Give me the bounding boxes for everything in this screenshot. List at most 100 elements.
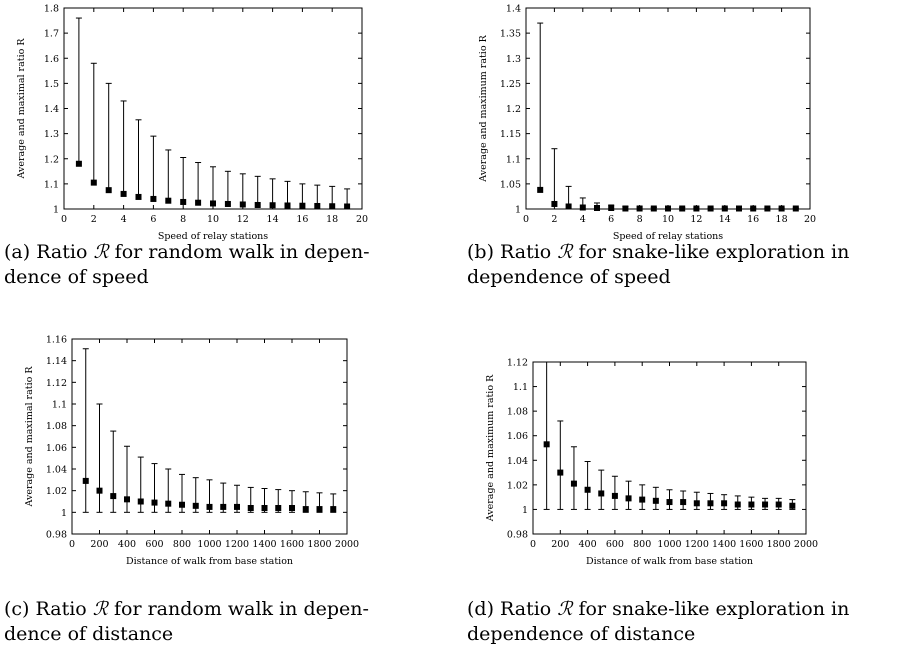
x-tick-label: 1600 bbox=[739, 539, 763, 550]
data-point bbox=[284, 202, 291, 209]
data-point bbox=[330, 506, 337, 513]
data-point bbox=[302, 506, 309, 513]
data-point bbox=[789, 502, 796, 509]
data-point bbox=[721, 205, 728, 212]
data-point bbox=[652, 497, 659, 504]
data-point bbox=[234, 503, 240, 510]
data-point bbox=[275, 505, 282, 511]
y-axis-label: Average and maximum ratio R bbox=[485, 374, 496, 522]
x-tick-label: 400 bbox=[118, 539, 136, 550]
data-point bbox=[778, 205, 785, 212]
y-tick-label: 1.02 bbox=[46, 486, 67, 497]
data-point bbox=[680, 499, 687, 506]
x-tick-label: 1600 bbox=[280, 539, 304, 550]
data-point bbox=[90, 179, 97, 186]
y-tick-label: 1.7 bbox=[44, 29, 59, 40]
data-point bbox=[151, 499, 158, 506]
chart-panel-d: 0 200 400 600 800 1000 1200 1400 1600 1800 2000 0.9… bbox=[455, 325, 905, 595]
data-point bbox=[622, 205, 629, 212]
data-point bbox=[639, 496, 646, 503]
data-point bbox=[636, 205, 643, 212]
y-tick-label: 1.4 bbox=[506, 4, 521, 15]
data-point bbox=[124, 496, 130, 503]
y-tick-label: 1.16 bbox=[46, 335, 67, 346]
y-tick-label: 1.06 bbox=[46, 443, 67, 454]
x-tick-label: 8 bbox=[180, 214, 186, 225]
data-point bbox=[693, 205, 700, 212]
data-point bbox=[707, 205, 714, 212]
data-point bbox=[611, 492, 618, 499]
x-tick-label: 200 bbox=[551, 539, 569, 550]
x-tick-label: 0 bbox=[530, 539, 536, 550]
y-tick-label: 1.3 bbox=[44, 129, 59, 140]
caption-c: (c) Ratio ℛ for random walk in depen- de… bbox=[4, 597, 449, 647]
data-point bbox=[543, 441, 550, 448]
x-tick-label: 20 bbox=[804, 214, 816, 225]
data-point bbox=[314, 202, 321, 209]
data-point bbox=[734, 501, 741, 508]
caption-d-prefix: (d) Ratio bbox=[467, 598, 558, 620]
data-point bbox=[261, 505, 268, 511]
y-tick-label: 1.4 bbox=[44, 104, 59, 115]
x-tick-label: 20 bbox=[356, 214, 368, 225]
chart-b-svg: 0 2 4 6 8 10 12 14 16 18 20 1 1.05 1.1 1.15 1.2 1.25 1.3 1… bbox=[478, 4, 816, 243]
y-tick-label: 1.08 bbox=[507, 407, 528, 418]
y-tick-label: 0.98 bbox=[46, 530, 67, 541]
x-tick-label: 600 bbox=[145, 539, 163, 550]
x-tick-label: 12 bbox=[237, 214, 249, 225]
y-tick-label: 1.06 bbox=[507, 431, 528, 442]
caption-a-line2: dence of speed bbox=[4, 266, 149, 288]
y-tick-label: 1.6 bbox=[44, 54, 59, 65]
y-tick-label: 1.04 bbox=[46, 465, 67, 476]
chart-panel-b: 0 2 4 6 8 10 12 14 16 18 20 1 1.05 1.1 1.15 1.2 1.25 1.3 1… bbox=[455, 0, 905, 243]
x-tick-label: 2000 bbox=[335, 539, 359, 550]
caption-d-symbol: ℛ bbox=[557, 598, 573, 620]
data-point bbox=[165, 197, 172, 204]
data-point bbox=[210, 200, 216, 207]
x-tick-label: 400 bbox=[579, 539, 597, 550]
caption-b-symbol: ℛ bbox=[557, 241, 573, 263]
caption-d-line1: for snake-like exploration in bbox=[572, 598, 850, 620]
x-tick-label: 16 bbox=[296, 214, 308, 225]
caption-b-prefix: (b) Ratio bbox=[467, 241, 558, 263]
y-tick-label: 1.12 bbox=[46, 378, 67, 389]
x-tick-label: 16 bbox=[747, 214, 759, 225]
x-tick-label: 200 bbox=[90, 539, 108, 550]
y-tick-label: 1.5 bbox=[44, 79, 59, 90]
x-tick-label: 800 bbox=[173, 539, 191, 550]
x-tick-label: 1400 bbox=[252, 539, 276, 550]
y-tick-label: 1.14 bbox=[46, 356, 67, 367]
x-tick-label: 2 bbox=[551, 214, 557, 225]
caption-a: (a) Ratio ℛ for random walk in depen- de… bbox=[4, 240, 449, 290]
x-axis-label: Speed of relay stations bbox=[158, 231, 268, 242]
y-axis-label: Average and maximal ratio R bbox=[16, 38, 27, 180]
data-point bbox=[775, 501, 782, 508]
data-point bbox=[135, 193, 142, 200]
data-point bbox=[721, 500, 728, 507]
data-point bbox=[165, 500, 172, 507]
data-point bbox=[180, 198, 187, 205]
chart-panel-c: 0 200 400 600 800 1000 1200 1400 1600 1800 2000 0.9… bbox=[0, 325, 450, 595]
data-point bbox=[247, 505, 254, 511]
x-tick-label: 1400 bbox=[712, 539, 736, 550]
x-tick-label: 8 bbox=[637, 214, 643, 225]
data-point bbox=[195, 199, 202, 206]
y-tick-label: 0.98 bbox=[507, 530, 528, 541]
data-point bbox=[344, 203, 351, 210]
caption-c-prefix: (c) Ratio bbox=[4, 598, 93, 620]
y-tick-label: 1.1 bbox=[44, 179, 59, 190]
data-point bbox=[570, 480, 577, 487]
y-tick-label: 1.2 bbox=[506, 104, 521, 115]
y-tick-label: 1.1 bbox=[52, 400, 67, 411]
data-point bbox=[584, 486, 591, 493]
data-point bbox=[329, 203, 336, 210]
data-point bbox=[299, 202, 306, 209]
x-tick-label: 0 bbox=[61, 214, 67, 225]
x-tick-label: 14 bbox=[267, 214, 279, 225]
data-point bbox=[150, 195, 157, 202]
y-tick-label: 1.08 bbox=[46, 421, 67, 432]
data-point bbox=[105, 187, 112, 194]
caption-d-line2: dependence of distance bbox=[467, 623, 696, 645]
data-point bbox=[206, 503, 213, 510]
data-point bbox=[594, 204, 600, 211]
